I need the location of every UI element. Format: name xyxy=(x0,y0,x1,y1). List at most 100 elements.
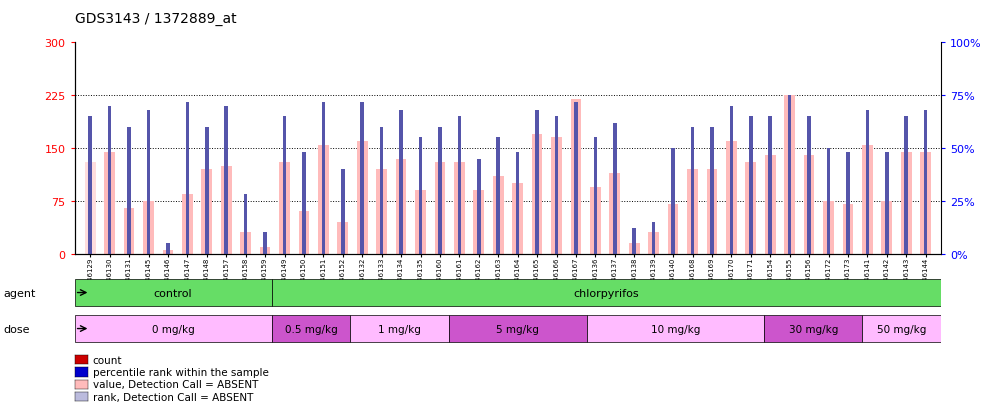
Bar xyxy=(105,152,115,254)
Text: 10 mg/kg: 10 mg/kg xyxy=(650,324,700,334)
Bar xyxy=(726,142,737,254)
Bar xyxy=(730,107,733,254)
Bar xyxy=(418,138,422,254)
Bar xyxy=(648,233,659,254)
Bar xyxy=(338,222,349,254)
Bar xyxy=(920,152,931,254)
Bar xyxy=(89,117,92,254)
Bar xyxy=(632,229,636,254)
Bar xyxy=(108,107,112,254)
Text: 5 mg/kg: 5 mg/kg xyxy=(496,324,539,334)
Bar xyxy=(516,153,520,254)
Bar xyxy=(594,138,598,254)
Bar xyxy=(127,128,130,254)
Bar xyxy=(302,153,306,254)
Bar xyxy=(449,315,587,342)
Bar xyxy=(765,156,776,254)
Bar xyxy=(322,102,325,254)
Text: control: control xyxy=(153,288,192,298)
Bar xyxy=(162,250,173,254)
Bar xyxy=(536,111,539,254)
Text: 30 mg/kg: 30 mg/kg xyxy=(789,324,838,334)
Bar xyxy=(351,315,449,342)
Bar xyxy=(260,247,271,254)
Bar xyxy=(124,208,134,254)
Text: 50 mg/kg: 50 mg/kg xyxy=(877,324,926,334)
Bar xyxy=(866,111,870,254)
Bar xyxy=(904,117,908,254)
Bar xyxy=(205,128,208,254)
Bar xyxy=(881,201,892,254)
Bar xyxy=(473,191,484,254)
Bar xyxy=(224,107,228,254)
Text: GDS3143 / 1372889_at: GDS3143 / 1372889_at xyxy=(75,12,236,26)
Bar xyxy=(671,149,675,254)
Bar xyxy=(885,153,888,254)
Bar xyxy=(415,191,426,254)
Bar xyxy=(901,152,911,254)
Bar xyxy=(863,145,872,254)
Bar xyxy=(788,96,792,254)
Bar xyxy=(457,117,461,254)
Bar xyxy=(376,170,387,254)
Text: 0 mg/kg: 0 mg/kg xyxy=(151,324,194,334)
Bar xyxy=(827,149,831,254)
Text: 0.5 mg/kg: 0.5 mg/kg xyxy=(285,324,338,334)
Bar xyxy=(804,156,815,254)
Bar xyxy=(477,159,480,254)
Bar xyxy=(146,111,150,254)
Bar xyxy=(221,166,232,254)
Bar xyxy=(496,138,500,254)
Bar xyxy=(924,111,927,254)
Bar xyxy=(454,163,465,254)
Bar xyxy=(512,184,523,254)
Bar xyxy=(863,315,941,342)
Bar xyxy=(667,205,678,254)
Text: count: count xyxy=(93,355,123,365)
Text: chlorpyrifos: chlorpyrifos xyxy=(574,288,639,298)
Bar xyxy=(843,205,854,254)
Bar xyxy=(357,142,368,254)
Bar xyxy=(610,173,621,254)
Bar xyxy=(85,163,96,254)
Bar xyxy=(575,102,578,254)
Bar xyxy=(272,315,351,342)
Bar xyxy=(201,170,212,254)
Bar xyxy=(299,212,310,254)
Bar xyxy=(75,315,272,342)
Text: dose: dose xyxy=(3,324,30,334)
Bar xyxy=(687,170,698,254)
Bar xyxy=(361,102,364,254)
Bar xyxy=(240,233,251,254)
Bar xyxy=(438,128,441,254)
Bar xyxy=(587,315,764,342)
Bar xyxy=(395,159,406,254)
Bar xyxy=(764,315,863,342)
Bar xyxy=(749,117,753,254)
Bar xyxy=(628,244,639,254)
Text: 1 mg/kg: 1 mg/kg xyxy=(378,324,421,334)
Bar xyxy=(279,163,290,254)
Bar xyxy=(493,177,504,254)
Bar xyxy=(769,117,772,254)
Bar xyxy=(244,195,247,254)
Bar xyxy=(434,163,445,254)
Bar xyxy=(185,102,189,254)
Text: rank, Detection Call = ABSENT: rank, Detection Call = ABSENT xyxy=(93,392,253,402)
Text: percentile rank within the sample: percentile rank within the sample xyxy=(93,367,269,377)
Bar xyxy=(823,201,834,254)
Bar xyxy=(847,153,850,254)
Text: value, Detection Call = ABSENT: value, Detection Call = ABSENT xyxy=(93,380,258,389)
Bar xyxy=(318,145,329,254)
Bar xyxy=(710,128,714,254)
Bar xyxy=(263,233,267,254)
Bar xyxy=(551,138,562,254)
Bar xyxy=(341,170,345,254)
Bar xyxy=(272,279,941,306)
Bar xyxy=(399,111,402,254)
Bar xyxy=(745,163,756,254)
Bar xyxy=(143,201,153,254)
Bar xyxy=(706,170,717,254)
Bar xyxy=(532,135,543,254)
Bar xyxy=(283,117,286,254)
